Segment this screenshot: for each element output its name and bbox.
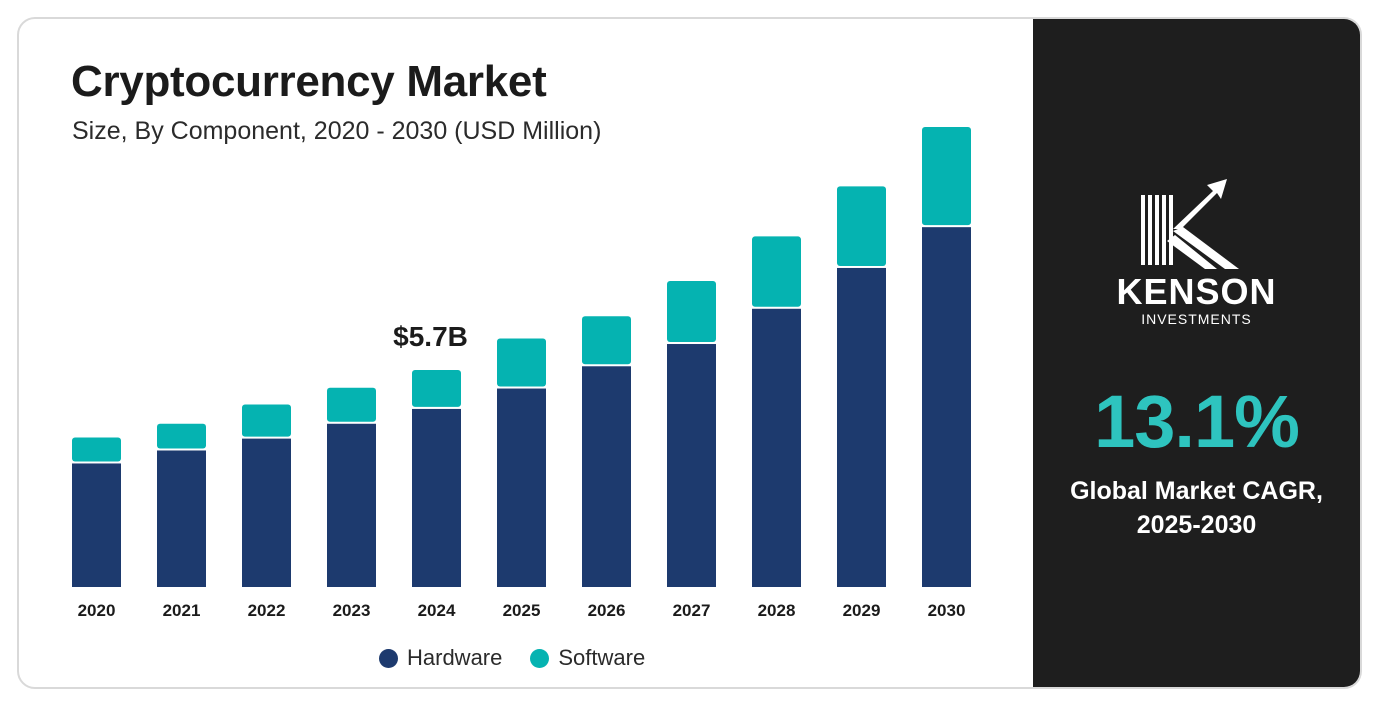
legend-swatch-hardware [379,648,398,668]
chart-panel: Cryptocurrency Market Size, By Component… [19,19,1033,687]
kenson-logo-icon [1141,179,1239,269]
bar-hardware-2023 [327,423,376,587]
bar-software-2028 [752,236,801,307]
cagr-panel: KENSON INVESTMENTS 13.1% Global Market C… [1033,19,1360,687]
x-tick-label: 2025 [503,601,541,620]
legend-item-software: Software [530,645,645,671]
chart-title: Cryptocurrency Market [71,57,547,106]
bar-hardware-2029 [837,267,886,587]
legend-swatch-software [530,648,550,668]
x-tick-label: 2021 [163,601,201,620]
infographic-card: Cryptocurrency Market Size, By Component… [17,17,1362,689]
bar-annotation-label: $5.7B [393,321,468,352]
bar-hardware-2021 [157,450,206,587]
bar-software-2030 [922,127,971,226]
bar-software-2025 [497,338,546,387]
x-tick-label: 2026 [588,601,626,620]
bar-software-2024 [412,369,461,407]
chart-subtitle: Size, By Component, 2020 - 2030 (USD Mil… [72,117,602,145]
bar-hardware-2030 [922,227,971,587]
bar-hardware-2025 [497,388,546,587]
x-tick-label: 2029 [843,601,881,620]
x-tick-label: 2030 [928,601,966,620]
bar-software-2023 [327,387,376,422]
bar-software-2022 [242,404,291,437]
bar-hardware-2024 [412,408,461,587]
x-tick-label: 2028 [758,601,796,620]
cagr-label-line2: 2025-2030 [1136,511,1257,539]
bar-hardware-2020 [72,463,121,587]
brand-name: KENSON [1116,271,1277,312]
brand-subtitle: INVESTMENTS [1141,311,1252,327]
x-tick-label: 2027 [673,601,711,620]
x-tick-label: 2022 [248,601,286,620]
bar-software-2020 [72,437,121,462]
bar-hardware-2028 [752,308,801,587]
bar-software-2026 [582,316,631,365]
bar-software-2021 [157,423,206,449]
stacked-bar-chart: 2020 2021 2022 2023 2024 $5.7B 2025 2026 2027 202… [72,127,971,620]
bar-hardware-2026 [582,366,631,587]
x-tick-label: 2024 [418,601,456,620]
bar-software-2027 [667,280,716,343]
cagr-label-line1: Global Market CAGR, [1070,477,1323,505]
bar-hardware-2027 [667,344,716,587]
bar-software-2029 [837,186,886,266]
legend-label-hardware: Hardware [407,645,503,670]
cagr-label: Global Market CAGR, 2025-2030 [1033,474,1360,542]
legend-item-hardware: Hardware [379,645,502,671]
x-tick-label: 2020 [78,601,116,620]
bar-hardware-2022 [242,438,291,587]
cagr-value: 13.1% [1094,380,1300,463]
x-tick-label: 2023 [333,601,371,620]
legend-label-software: Software [558,645,646,670]
chart-legend: Hardware Software [379,645,645,671]
